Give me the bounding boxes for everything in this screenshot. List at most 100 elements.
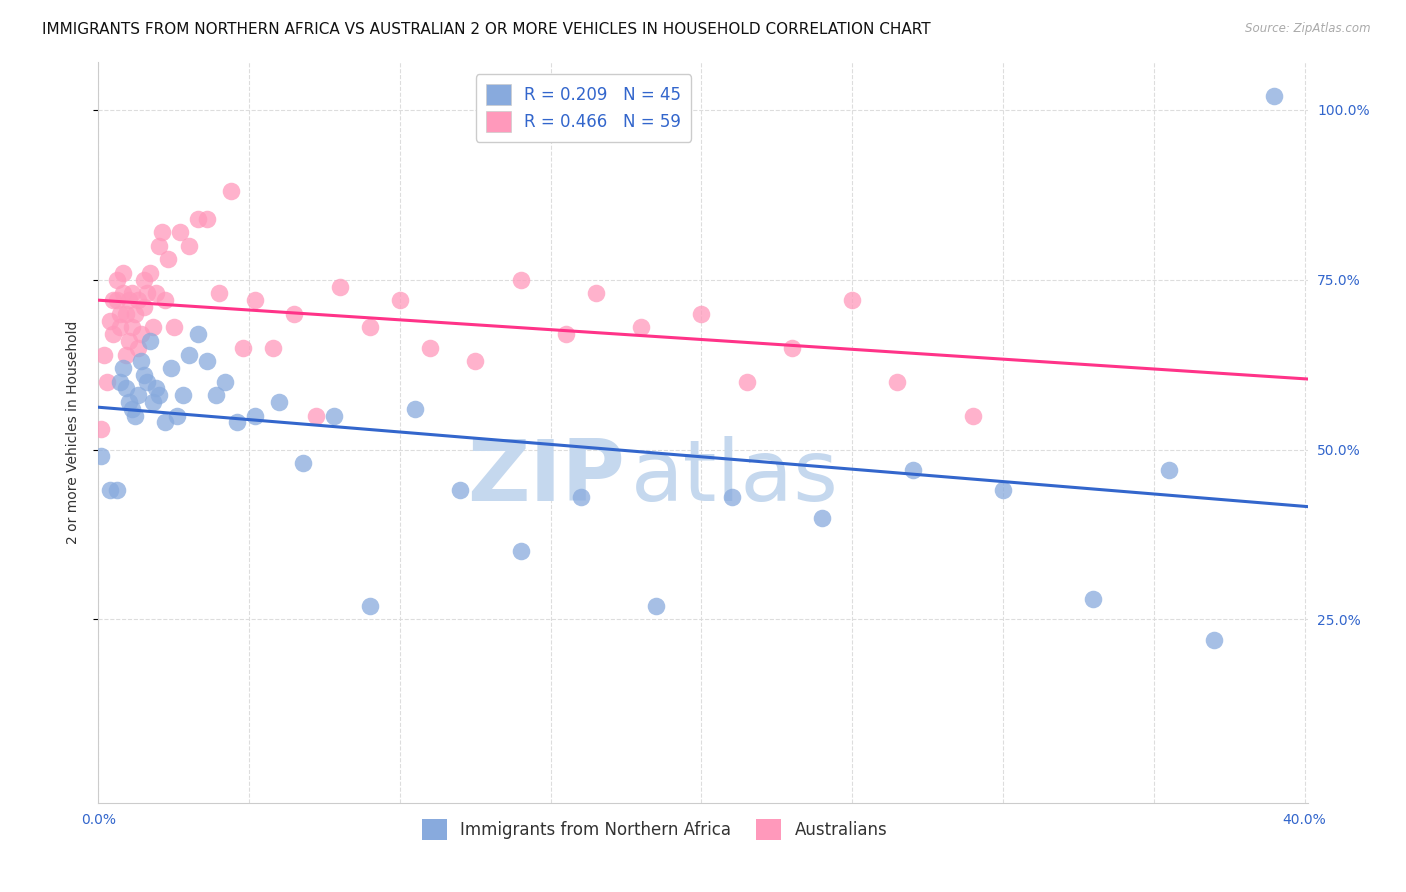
Point [292, 456, 315, 470]
Point [159, 361, 181, 376]
Point [322, 409, 344, 423]
Point [195, 211, 218, 226]
Point [124, 307, 146, 321]
Point [100, 483, 122, 498]
Point [142, 320, 165, 334]
Point [283, 307, 305, 321]
Point [105, 273, 128, 287]
Point [245, 293, 267, 308]
Point [138, 266, 160, 280]
Point [585, 286, 607, 301]
Text: ZIP: ZIP [467, 435, 624, 518]
Point [811, 510, 834, 524]
Point [169, 225, 191, 239]
Point [177, 347, 200, 361]
Point [1204, 632, 1226, 647]
Point [105, 483, 128, 498]
Point [121, 401, 143, 416]
Point [108, 307, 131, 321]
Point [121, 320, 143, 334]
Point [304, 409, 326, 423]
Point [841, 293, 863, 308]
Point [645, 599, 668, 613]
Point [135, 286, 157, 301]
Point [145, 286, 167, 301]
Point [554, 327, 576, 342]
Point [132, 273, 155, 287]
Point [103, 293, 125, 308]
Point [780, 341, 803, 355]
Point [630, 320, 652, 334]
Point [117, 293, 139, 308]
Point [245, 409, 267, 423]
Point [214, 375, 236, 389]
Point [509, 273, 531, 287]
Point [195, 354, 218, 368]
Point [901, 463, 924, 477]
Point [138, 334, 160, 348]
Point [93, 347, 115, 361]
Point [148, 239, 170, 253]
Point [108, 320, 131, 334]
Point [103, 327, 125, 342]
Point [127, 293, 149, 308]
Point [1157, 463, 1180, 477]
Point [177, 239, 200, 253]
Text: Source: ZipAtlas.com: Source: ZipAtlas.com [1246, 22, 1371, 36]
Point [232, 341, 254, 355]
Point [127, 388, 149, 402]
Point [96, 375, 118, 389]
Point [187, 211, 209, 226]
Y-axis label: 2 or more Vehicles in Household: 2 or more Vehicles in Household [66, 321, 80, 544]
Point [1263, 89, 1285, 103]
Point [464, 354, 486, 368]
Point [129, 354, 152, 368]
Point [404, 401, 426, 416]
Point [135, 375, 157, 389]
Point [163, 320, 186, 334]
Point [359, 599, 381, 613]
Point [690, 307, 713, 321]
Point [111, 361, 134, 376]
Point [132, 368, 155, 382]
Point [117, 334, 139, 348]
Legend: Immigrants from Northern Africa, Australians: Immigrants from Northern Africa, Austral… [415, 813, 894, 847]
Point [219, 185, 242, 199]
Point [145, 382, 167, 396]
Point [90, 422, 112, 436]
Point [569, 490, 592, 504]
Point [142, 395, 165, 409]
Point [166, 409, 188, 423]
Point [720, 490, 742, 504]
Text: IMMIGRANTS FROM NORTHERN AFRICA VS AUSTRALIAN 2 OR MORE VEHICLES IN HOUSEHOLD CO: IMMIGRANTS FROM NORTHERN AFRICA VS AUSTR… [42, 22, 931, 37]
Point [127, 341, 149, 355]
Point [187, 327, 209, 342]
Point [105, 293, 128, 308]
Point [114, 347, 136, 361]
Point [886, 375, 908, 389]
Point [111, 266, 134, 280]
Point [150, 225, 173, 239]
Point [124, 409, 146, 423]
Point [208, 286, 231, 301]
Point [388, 293, 411, 308]
Point [359, 320, 381, 334]
Point [329, 279, 352, 293]
Point [156, 252, 179, 267]
Point [114, 307, 136, 321]
Point [90, 450, 112, 464]
Point [991, 483, 1014, 498]
Point [117, 395, 139, 409]
Text: atlas: atlas [630, 435, 838, 518]
Point [419, 341, 441, 355]
Point [129, 327, 152, 342]
Point [108, 375, 131, 389]
Point [172, 388, 194, 402]
Point [153, 416, 176, 430]
Point [153, 293, 176, 308]
Point [114, 382, 136, 396]
Point [1083, 592, 1105, 607]
Point [509, 544, 531, 558]
Point [148, 388, 170, 402]
Point [111, 286, 134, 301]
